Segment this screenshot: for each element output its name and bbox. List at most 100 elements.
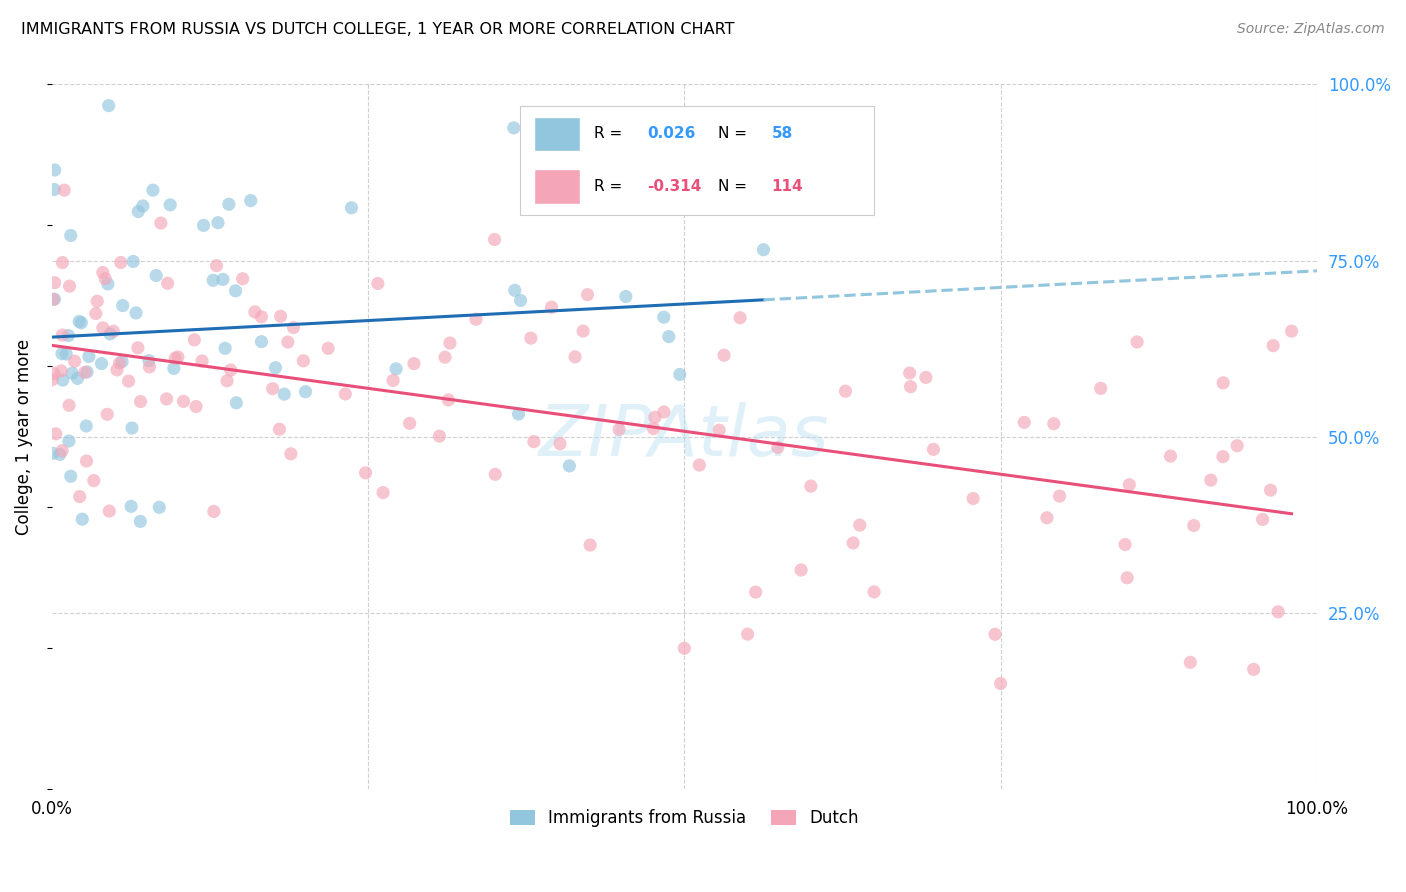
Point: [138, 353, 160, 368]
Point: [509, 293, 531, 308]
Point: [1049, 489, 1071, 503]
Point: [110, 255, 132, 269]
Point: [922, 442, 945, 457]
Point: [167, 350, 190, 364]
Point: [127, 204, 149, 219]
Point: [75, 419, 97, 434]
Point: [523, 434, 546, 449]
Point: [371, 485, 394, 500]
Point: [766, 441, 789, 455]
Point: [42, 367, 65, 381]
Text: IMMIGRANTS FROM RUSSIA VS DUTCH COLLEGE, 1 YEAR OR MORE CORRELATION CHART: IMMIGRANTS FROM RUSSIA VS DUTCH COLLEGE,…: [21, 22, 734, 37]
Point: [439, 336, 461, 351]
Point: [207, 216, 229, 230]
Point: [564, 350, 586, 364]
Point: [863, 585, 886, 599]
Point: [540, 300, 562, 314]
Point: [962, 491, 984, 506]
Point: [1159, 449, 1181, 463]
Point: [142, 183, 165, 197]
Point: [437, 392, 460, 407]
Point: [614, 289, 637, 303]
Point: [508, 407, 530, 421]
Point: [41, 373, 63, 387]
Point: [138, 359, 160, 374]
Point: [243, 305, 266, 319]
Point: [51, 255, 73, 269]
Point: [44, 292, 66, 306]
Point: [183, 333, 205, 347]
Point: [44, 276, 66, 290]
Point: [202, 273, 225, 287]
Point: [367, 277, 389, 291]
Legend: Immigrants from Russia, Dutch: Immigrants from Russia, Dutch: [503, 803, 866, 834]
Point: [191, 354, 214, 368]
Point: [465, 312, 488, 326]
Point: [354, 466, 377, 480]
Point: [72, 512, 94, 526]
Point: [643, 421, 665, 435]
Point: [834, 384, 856, 399]
Point: [790, 563, 813, 577]
Point: [1212, 376, 1234, 390]
Point: [1260, 483, 1282, 498]
Point: [502, 120, 524, 135]
Point: [713, 348, 735, 362]
Point: [1226, 439, 1249, 453]
Point: [76, 365, 98, 379]
Point: [98, 504, 121, 518]
Point: [434, 350, 457, 364]
Point: [273, 387, 295, 401]
Point: [86, 294, 108, 309]
Point: [737, 627, 759, 641]
Point: [1243, 662, 1265, 676]
Point: [125, 306, 148, 320]
Point: [984, 627, 1007, 641]
Point: [184, 400, 207, 414]
Point: [202, 504, 225, 518]
Point: [117, 374, 139, 388]
Point: [59, 228, 82, 243]
Point: [63, 354, 86, 368]
Point: [503, 283, 526, 297]
Point: [129, 515, 152, 529]
Point: [548, 436, 571, 450]
Point: [51, 328, 73, 343]
Point: [277, 335, 299, 350]
Point: [51, 443, 73, 458]
Point: [149, 216, 172, 230]
Point: [340, 201, 363, 215]
Point: [58, 434, 80, 448]
Point: [58, 328, 80, 343]
Point: [402, 357, 425, 371]
Point: [915, 370, 938, 384]
Point: [58, 279, 80, 293]
Point: [41, 446, 63, 460]
Point: [120, 500, 142, 514]
Point: [76, 454, 98, 468]
Point: [1251, 512, 1274, 526]
Point: [205, 259, 228, 273]
Point: [1116, 571, 1139, 585]
Point: [292, 354, 315, 368]
Point: [83, 474, 105, 488]
Point: [898, 366, 921, 380]
Point: [427, 429, 450, 443]
Point: [66, 371, 89, 385]
Point: [121, 421, 143, 435]
Point: [652, 310, 675, 325]
Point: [572, 324, 595, 338]
Point: [250, 310, 273, 324]
Point: [250, 334, 273, 349]
Point: [673, 641, 696, 656]
Point: [97, 277, 120, 291]
Point: [1199, 473, 1222, 487]
Point: [98, 326, 121, 341]
Point: [103, 324, 125, 338]
Point: [644, 410, 666, 425]
Point: [1118, 477, 1140, 491]
Point: [652, 405, 675, 419]
Point: [155, 392, 177, 406]
Point: [1114, 537, 1136, 551]
Point: [800, 479, 823, 493]
